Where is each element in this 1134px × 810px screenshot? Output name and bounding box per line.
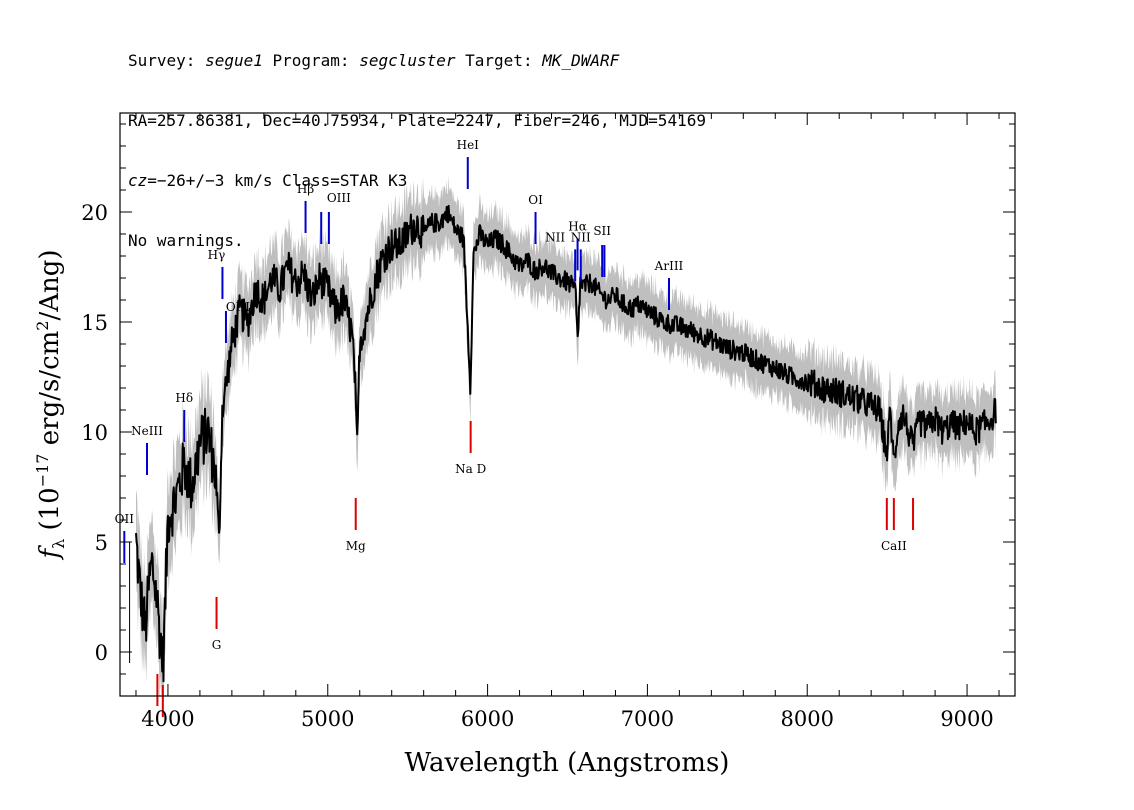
- emission-line-label: OIII: [226, 300, 250, 314]
- target-value: MK_DWARF: [542, 51, 620, 70]
- cz-value: =−26+/−3: [147, 171, 225, 190]
- header-line-2: RA=257.86381, Dec=40.75934, Plate=2247, …: [128, 111, 706, 130]
- y-tick-label: 10: [81, 421, 108, 445]
- y-axis-title-exp: −17: [33, 454, 52, 488]
- x-tick-label: 7000: [621, 707, 674, 731]
- header-line-3: cz=−26+/−3 km/s Class=STAR K3: [128, 171, 706, 191]
- emission-line-label: Hδ: [175, 391, 193, 405]
- x-tick-label: 9000: [940, 707, 993, 731]
- target-label: Target:: [455, 51, 543, 70]
- absorption-line-label: Na D: [455, 462, 486, 476]
- absorption-line-label: Mg: [346, 539, 366, 553]
- header-line-1: Survey: segue1 Program: segcluster Targe…: [128, 51, 706, 71]
- emission-line-label: HeI: [457, 138, 480, 152]
- emission-line-label: Hγ: [208, 248, 226, 262]
- emission-line-label: Hα: [568, 219, 587, 233]
- x-tick-label: 4000: [141, 707, 194, 731]
- y-axis-title-close: /Ang): [35, 249, 65, 320]
- survey-value: segue1: [205, 51, 263, 70]
- emission-line-label: ArIII: [654, 259, 684, 273]
- cz-label: cz: [128, 171, 148, 190]
- emission-line-label: Hβ: [297, 182, 314, 196]
- y-axis-title: fλ (10−17 erg/s/cm2/Ang): [33, 249, 68, 560]
- absorption-line-label: CaII: [881, 539, 907, 553]
- y-axis-title-lambda: λ: [49, 539, 68, 549]
- emission-line-label: NII: [545, 230, 565, 244]
- emission-line-label: OIII: [327, 191, 351, 205]
- y-axis-title-open: (10: [35, 487, 65, 539]
- emission-line-label: SII: [593, 224, 611, 238]
- absorption-line-label: G: [212, 638, 222, 652]
- axis-ticks: 4000 5000 6000 7000 8000 9000 0 5 10 15 20: [81, 113, 1015, 731]
- y-tick-label: 0: [95, 641, 108, 665]
- x-tick-label: 6000: [461, 707, 514, 731]
- program-value: segcluster: [359, 51, 456, 70]
- emission-line-label: NeIII: [131, 424, 163, 438]
- y-tick-label: 5: [95, 531, 108, 555]
- spectrum-header: Survey: segue1 Program: segcluster Targe…: [128, 11, 706, 271]
- program-label: Program:: [262, 51, 360, 70]
- header-line-4: No warnings.: [128, 231, 244, 250]
- emission-line-label: OII: [115, 512, 135, 526]
- x-axis-title: Wavelength (Angstroms): [405, 748, 730, 778]
- x-tick-label: 5000: [301, 707, 354, 731]
- x-tick-label: 8000: [781, 707, 834, 731]
- plot-frame: [119, 112, 1016, 697]
- survey-label: Survey:: [128, 51, 206, 70]
- y-tick-label: 20: [81, 201, 108, 225]
- y-axis-title-exp2: 2: [33, 321, 52, 331]
- emission-line-label: OI: [528, 193, 543, 207]
- y-axis-title-mid: erg/s/cm: [35, 331, 65, 454]
- error-band: [136, 174, 996, 696]
- flux-line: [135, 204, 997, 683]
- class-text: km/s Class=STAR K3: [224, 171, 408, 190]
- emission-line-label: NII: [571, 230, 591, 244]
- y-tick-label: 15: [81, 311, 108, 335]
- error-band-layer: [136, 174, 996, 696]
